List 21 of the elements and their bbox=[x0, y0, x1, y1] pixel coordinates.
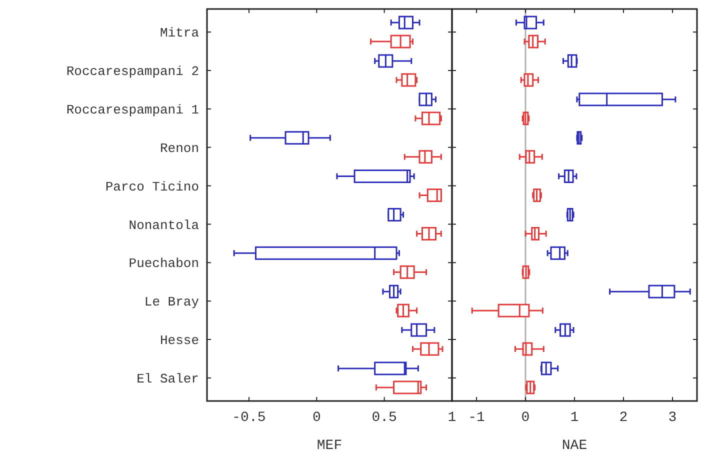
y-tick-label: El Saler bbox=[136, 371, 199, 386]
y-tick-label: Parco Ticino bbox=[105, 179, 199, 194]
y-tick-label: Roccarespampani 2 bbox=[66, 64, 199, 80]
x-tick-label: 2 bbox=[619, 410, 628, 426]
x-axis-title: MEF bbox=[316, 438, 342, 454]
y-tick-label: Mitra bbox=[160, 26, 200, 41]
x-tick-label: 0.5 bbox=[372, 410, 397, 426]
x-tick-label: 0 bbox=[521, 410, 530, 426]
x-tick-label: -1 bbox=[468, 410, 485, 426]
y-tick-label: Roccarespampani 1 bbox=[66, 102, 200, 118]
x-tick-label: 3 bbox=[668, 410, 677, 426]
y-tick-label: Nonantola bbox=[128, 218, 200, 233]
x-axis-title: NAE bbox=[562, 438, 588, 454]
x-tick-label: 0 bbox=[312, 410, 321, 426]
y-tick-label: Hesse bbox=[160, 333, 199, 348]
y-tick-label: Puechabon bbox=[128, 256, 199, 272]
y-tick-label: Le Bray bbox=[144, 294, 200, 310]
x-tick-label: 1 bbox=[570, 410, 579, 426]
x-tick-label: -0.5 bbox=[232, 410, 266, 426]
y-tick-label: Renon bbox=[160, 140, 199, 156]
x-tick-label: 1 bbox=[448, 410, 456, 426]
